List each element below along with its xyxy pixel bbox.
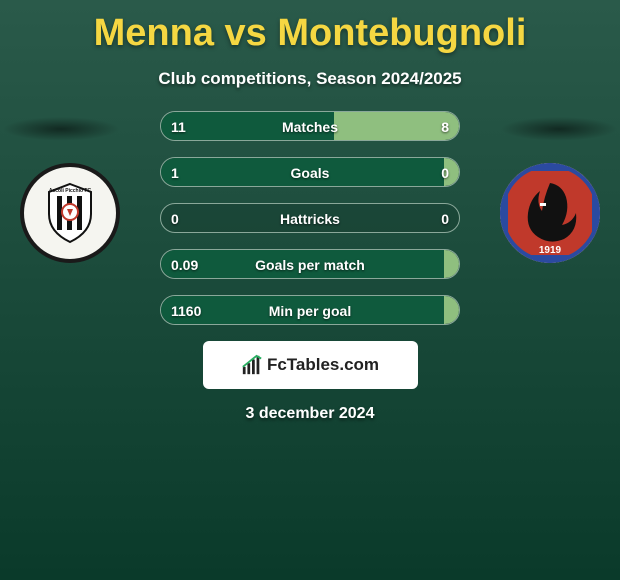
stat-label: Min per goal xyxy=(161,296,459,325)
shadow-left xyxy=(2,117,120,141)
subtitle: Club competitions, Season 2024/2025 xyxy=(0,69,620,89)
brand-badge: FcTables.com xyxy=(203,341,418,389)
stat-label: Hattricks xyxy=(161,204,459,233)
brand-text: FcTables.com xyxy=(267,355,379,375)
comparison-area: Ascoli Picchio FC 1919 118Matches 10Goals… xyxy=(0,111,620,325)
chart-icon xyxy=(241,354,263,376)
stats-list: 118Matches 10Goals 00Hattricks 0.09Goals pe… xyxy=(160,111,460,325)
team-crest-left: Ascoli Picchio FC xyxy=(20,163,120,263)
ascoli-crest-icon: Ascoli Picchio FC xyxy=(35,178,105,248)
stat-row: 00Hattricks xyxy=(160,203,460,233)
stat-row: 1160Min per goal xyxy=(160,295,460,325)
stat-label: Goals xyxy=(161,158,459,187)
sestri-crest-icon: 1919 xyxy=(500,163,600,263)
page-title: Menna vs Montebugnoli xyxy=(0,0,620,55)
svg-text:Ascoli Picchio FC: Ascoli Picchio FC xyxy=(49,188,92,194)
stat-label: Matches xyxy=(161,112,459,141)
stat-row: 0.09Goals per match xyxy=(160,249,460,279)
date-text: 3 december 2024 xyxy=(0,405,620,423)
shadow-right xyxy=(500,117,618,141)
stat-label: Goals per match xyxy=(161,250,459,279)
team-crest-right: 1919 xyxy=(500,163,600,263)
stat-row: 118Matches xyxy=(160,111,460,141)
stat-row: 10Goals xyxy=(160,157,460,187)
svg-text:1919: 1919 xyxy=(539,245,562,256)
